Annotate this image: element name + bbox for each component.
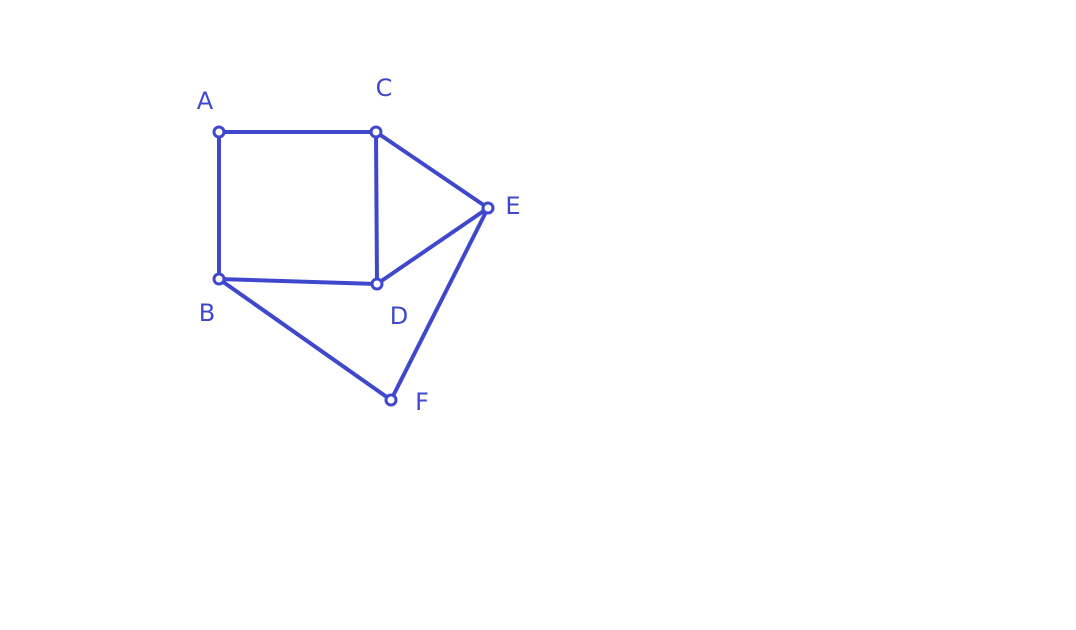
node-e [481, 201, 495, 215]
node-b [212, 272, 226, 286]
node-a [212, 125, 226, 139]
edge-c-d [374, 130, 379, 286]
node-d [370, 277, 384, 291]
node-label-d: D [390, 302, 408, 330]
edge-d-e [375, 206, 490, 286]
node-label-f: F [415, 388, 429, 416]
node-label-c: C [376, 74, 393, 102]
edge-c-e [374, 130, 490, 210]
edge-b-d [217, 277, 379, 286]
node-c [369, 125, 383, 139]
node-label-b: B [199, 299, 215, 327]
nodes-layer [212, 125, 495, 407]
node-label-e: E [505, 192, 520, 220]
labels-layer: A B C D E F [197, 74, 521, 416]
edges-layer [217, 130, 490, 402]
node-f [384, 393, 398, 407]
edge-f-e [389, 206, 490, 402]
node-label-a: A [197, 87, 214, 115]
edge-b-f [217, 277, 393, 402]
